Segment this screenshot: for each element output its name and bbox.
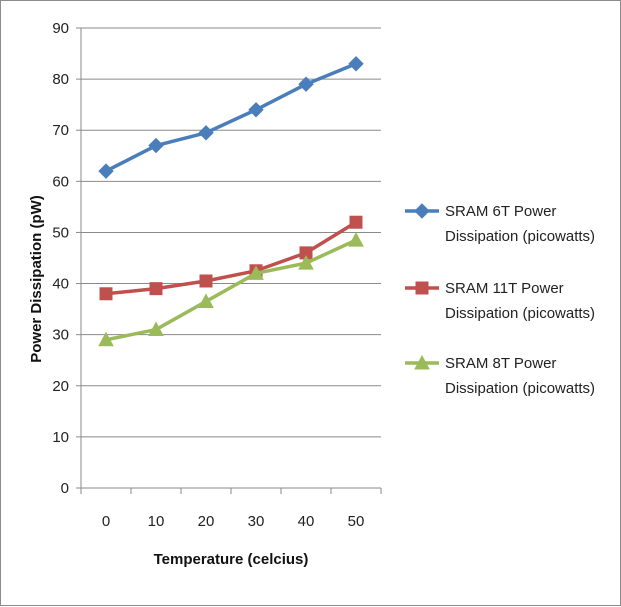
data-point [148,321,164,337]
legend-label-line1: SRAM 8T Power [445,355,556,372]
series-2 [98,232,364,347]
y-tick-label: 90 [52,20,69,37]
y-tick-label: 30 [52,327,69,344]
legend-marker [414,203,430,219]
series-line [105,238,357,342]
series-line [105,220,357,296]
legend-label-line2: Dissipation (picowatts) [445,305,595,322]
y-tick-label: 80 [52,71,69,88]
legend-entry-2: SRAM 8T Power Dissipation (picowatts) [405,354,595,397]
data-point [348,56,364,72]
y-tick-label: 20 [52,378,69,395]
data-point [298,255,314,270]
y-axis-title: Power Dissipation (pW) [28,195,45,363]
series-lines [98,56,364,347]
data-point [348,232,364,247]
data-point [149,282,163,296]
y-tick-label: 10 [52,429,69,446]
y-tick-label: 70 [52,122,69,139]
series-line [105,62,357,173]
data-point [298,76,314,92]
legend-label-line1: SRAM 11T Power [445,280,564,297]
data-point [148,137,164,154]
data-point [98,331,114,347]
legend-label-line2: Dissipation (picowatts) [445,380,595,397]
data-point [248,102,264,118]
series-0 [98,56,364,179]
y-tick-label: 60 [52,173,69,190]
data-point [248,265,264,280]
data-point [99,287,113,301]
axes: 0 10 20 30 40 50 60 70 80 90 0 10 20 30 40 50 [52,20,382,530]
x-tick-label: 20 [198,513,215,530]
x-tick-label: 10 [148,513,165,530]
legend-entry-0: SRAM 6T Power Dissipation (picowatts) [405,203,595,245]
legend-marker [414,354,430,370]
data-point [198,293,214,308]
y-tick-label: 50 [52,224,69,241]
legend-marker [415,281,429,295]
legend-label-line2: Dissipation (picowatts) [445,228,595,245]
x-axis-title: Temperature (celcius) [154,551,309,568]
x-tick-label: 40 [298,513,315,530]
x-tick-label: 30 [248,513,265,530]
legend-label-line1: SRAM 6T Power [445,203,556,220]
x-tick-label: 50 [348,513,365,530]
x-tick-label: 0 [102,513,110,530]
data-point [199,274,213,288]
data-point [198,125,214,141]
data-point [98,163,114,179]
legend-entry-1: SRAM 11T Power Dissipation (picowatts) [405,280,595,322]
data-point [349,215,363,229]
y-tick-label: 0 [61,480,69,497]
y-tick-label: 40 [52,276,69,293]
